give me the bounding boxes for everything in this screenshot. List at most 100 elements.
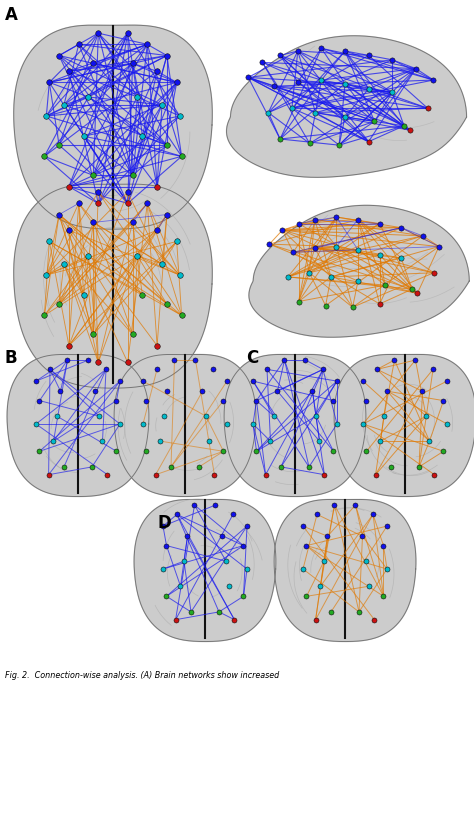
Point: [215, 605, 223, 618]
Point: [46, 235, 53, 248]
Point: [263, 362, 271, 376]
Point: [380, 409, 388, 423]
Point: [173, 76, 181, 89]
Point: [143, 445, 150, 458]
Point: [94, 27, 102, 40]
Point: [124, 196, 131, 210]
Point: [94, 185, 102, 199]
Point: [36, 393, 43, 407]
Point: [267, 435, 274, 448]
Point: [199, 384, 206, 398]
Point: [354, 213, 362, 227]
Polygon shape: [114, 354, 256, 497]
Point: [129, 328, 137, 341]
Point: [240, 590, 247, 603]
Point: [362, 555, 370, 568]
Point: [388, 53, 396, 66]
Point: [249, 374, 257, 388]
Point: [95, 409, 103, 423]
Point: [90, 57, 97, 70]
Point: [253, 445, 260, 458]
Point: [253, 393, 260, 407]
Point: [209, 362, 217, 376]
Point: [419, 229, 427, 242]
Point: [327, 270, 335, 284]
Point: [352, 498, 359, 512]
Point: [153, 223, 161, 237]
Point: [305, 460, 313, 473]
Point: [45, 468, 53, 482]
Point: [90, 216, 97, 229]
Point: [369, 508, 377, 521]
Point: [231, 613, 238, 627]
Point: [240, 539, 247, 552]
Point: [295, 294, 302, 308]
Point: [138, 289, 146, 302]
Point: [219, 529, 226, 543]
Point: [424, 102, 431, 115]
Point: [276, 133, 284, 146]
Point: [212, 498, 219, 512]
Point: [279, 223, 286, 237]
Point: [153, 65, 161, 78]
Point: [354, 243, 362, 257]
Point: [55, 138, 63, 152]
Polygon shape: [134, 499, 276, 642]
Point: [259, 55, 266, 69]
Point: [152, 468, 159, 482]
Point: [380, 539, 387, 552]
Point: [312, 106, 319, 119]
Point: [316, 435, 323, 448]
Point: [365, 135, 373, 149]
Point: [290, 246, 297, 259]
Point: [245, 70, 252, 84]
Point: [333, 211, 340, 224]
Point: [320, 468, 328, 482]
Polygon shape: [274, 499, 416, 642]
Point: [406, 123, 414, 137]
Point: [124, 356, 131, 369]
Point: [243, 519, 251, 533]
Point: [414, 287, 421, 300]
Point: [164, 384, 171, 398]
Point: [65, 180, 73, 193]
Point: [113, 393, 120, 407]
Point: [430, 266, 438, 279]
Point: [295, 217, 302, 231]
Point: [65, 339, 73, 352]
Point: [134, 249, 141, 263]
Point: [294, 44, 301, 58]
Point: [176, 268, 183, 282]
Point: [60, 460, 68, 473]
Point: [354, 274, 362, 288]
Point: [322, 299, 329, 312]
Point: [397, 252, 405, 265]
Point: [243, 562, 251, 576]
Point: [94, 356, 102, 369]
Point: [440, 393, 447, 407]
Point: [90, 328, 97, 341]
Point: [333, 374, 341, 388]
Point: [306, 137, 313, 150]
Point: [88, 460, 96, 473]
Point: [324, 529, 331, 543]
Point: [381, 279, 389, 292]
Point: [333, 240, 340, 253]
Point: [113, 445, 120, 458]
Point: [65, 223, 73, 237]
Point: [435, 240, 443, 253]
Text: C: C: [246, 349, 258, 367]
Point: [129, 216, 137, 229]
Point: [65, 65, 73, 78]
Point: [341, 44, 349, 58]
Point: [412, 62, 419, 76]
Point: [330, 393, 337, 407]
Point: [167, 460, 175, 473]
Point: [163, 298, 171, 311]
Point: [429, 362, 437, 376]
Point: [173, 508, 181, 521]
Point: [415, 460, 423, 473]
Point: [371, 613, 378, 627]
Text: A: A: [5, 6, 18, 24]
Point: [365, 82, 373, 96]
